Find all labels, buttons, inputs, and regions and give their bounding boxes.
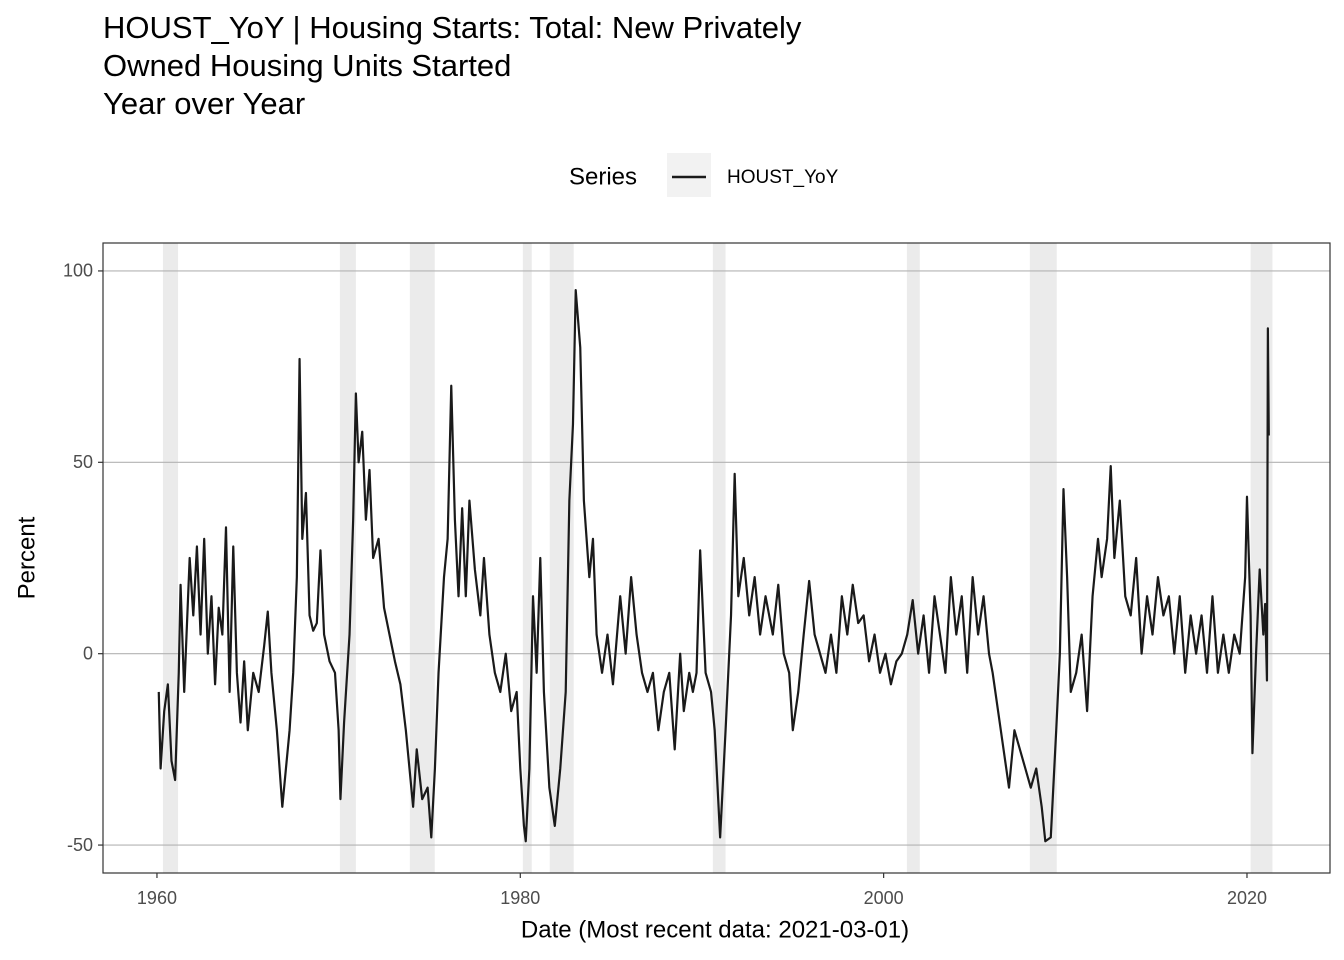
recession-band (409, 243, 435, 873)
y-tick-label: 0 (83, 643, 93, 663)
recession-band (906, 243, 920, 873)
x-tick-label: 2000 (864, 888, 904, 908)
y-tick-label: 50 (73, 452, 93, 472)
y-tick-label: 100 (63, 261, 93, 281)
y-tick-label: -50 (67, 835, 93, 855)
chart-title: Owned Housing Units Started (103, 48, 511, 83)
recession-band (1029, 243, 1057, 873)
legend-key (667, 153, 711, 197)
series-line (157, 288, 1270, 843)
recession-band (712, 243, 726, 873)
x-tick-label: 2020 (1227, 888, 1267, 908)
chart-title: Year over Year (103, 86, 305, 121)
chart-title: HOUST_YoY | Housing Starts: Total: New P… (103, 10, 802, 45)
legend-label: HOUST_YoY (727, 167, 839, 188)
plot-area: -50 0 50 100 1960 1980 2000 2020 (63, 242, 1331, 908)
legend-title: Series (569, 163, 637, 190)
panel-border (102, 242, 1331, 874)
recession-band (549, 243, 574, 873)
y-axis-title: Percent (13, 516, 40, 599)
x-axis-title: Date (Most recent data: 2021-03-01) (521, 916, 909, 943)
x-tick-label: 1960 (137, 888, 177, 908)
recession-band (1250, 243, 1273, 873)
x-tick-label: 1980 (500, 888, 540, 908)
recession-band (162, 243, 179, 873)
recession-band (522, 243, 532, 873)
